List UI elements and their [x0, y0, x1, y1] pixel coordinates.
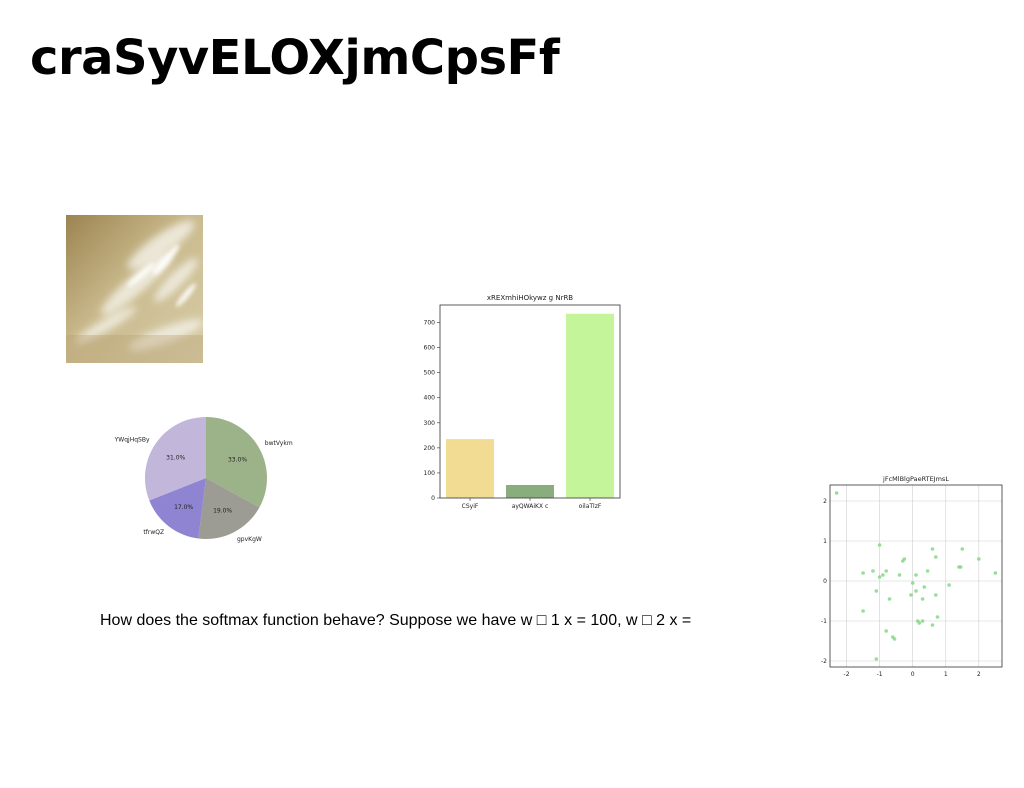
scatter-point: [893, 637, 897, 641]
bar-y-tick-label: 500: [424, 370, 436, 377]
scatter-point: [923, 585, 927, 589]
bar-y-tick-label: 200: [424, 445, 436, 452]
body-text: How does the softmax function behave? Su…: [100, 612, 691, 630]
cloudy-sky-photo: [66, 215, 203, 363]
scatter-point: [934, 555, 938, 559]
bar: [506, 485, 554, 498]
scatter-chart: jFcMlBlgPaeRTEJmsL -2 -1 0 1 2 -2 -1 0 1 2: [812, 472, 1008, 684]
scatter-point: [936, 615, 940, 619]
scatter-point: [977, 557, 981, 561]
scatter-point: [914, 573, 918, 577]
pie-slice-label: gpvKgW: [237, 536, 262, 543]
scatter-point: [918, 621, 922, 625]
bar-chart-title: xREXmhiHOkywz g NrRB: [487, 294, 573, 302]
pie-slice-label: bwtVykm: [265, 440, 293, 447]
bar: [566, 314, 614, 498]
pie-percent-label: 19.0%: [213, 508, 232, 515]
scatter-point: [881, 573, 885, 577]
scatter-y-tick-label: -2: [821, 658, 827, 665]
scatter-x-tick-label: 2: [977, 671, 981, 678]
scatter-point: [911, 581, 915, 585]
scatter-point: [903, 557, 907, 561]
scatter-y-tick-label: 2: [823, 498, 827, 505]
scatter-point: [959, 565, 963, 569]
scatter-point: [861, 609, 865, 613]
scatter-point: [931, 623, 935, 627]
scatter-point: [875, 657, 879, 661]
bar-x-tick-label: ayQWAiKX c: [512, 503, 549, 510]
scatter-point: [878, 575, 882, 579]
scatter-point: [835, 491, 839, 495]
pie-slice-label: YWqjHqSBy: [114, 437, 150, 444]
scatter-point: [994, 571, 998, 575]
scatter-point: [871, 569, 875, 573]
scatter-y-tick-label: -1: [821, 618, 827, 625]
bar-y-tick-label: 300: [424, 420, 436, 427]
pie-slice-label: tfrwQZ: [143, 529, 164, 536]
page-title: craSyvELOXjmCpsFf: [30, 30, 559, 88]
scatter-point: [934, 593, 938, 597]
scatter-point: [909, 593, 913, 597]
scatter-point: [898, 573, 902, 577]
scatter-x-tick-label: 0: [911, 671, 915, 678]
scatter-point: [875, 589, 879, 593]
scatter-point: [878, 543, 882, 547]
scatter-point: [888, 597, 892, 601]
pie-percent-label: 31.0%: [166, 454, 185, 461]
bar-x-tick-label: CSyiF: [462, 503, 479, 510]
bar-x-tick-label: oilaTlzF: [579, 503, 602, 510]
scatter-point: [921, 619, 925, 623]
scatter-point: [931, 547, 935, 551]
pie-percent-label: 17.0%: [174, 504, 193, 511]
bar: [446, 439, 494, 498]
scatter-point: [914, 589, 918, 593]
scatter-x-tick-label: -2: [844, 671, 850, 678]
scatter-point: [961, 547, 965, 551]
scatter-point: [926, 569, 930, 573]
bar-y-tick-label: 0: [431, 495, 435, 502]
scatter-point: [947, 583, 951, 587]
scatter-point: [921, 597, 925, 601]
bar-y-tick-label: 100: [424, 470, 436, 477]
scatter-x-tick-label: 1: [944, 671, 948, 678]
scatter-y-tick-label: 1: [823, 538, 827, 545]
scatter-point: [884, 629, 888, 633]
bar-y-tick-label: 600: [424, 345, 436, 352]
scatter-point: [884, 569, 888, 573]
pie-percent-label: 33.0%: [228, 456, 247, 463]
scatter-point: [861, 571, 865, 575]
scatter-y-tick-label: 0: [823, 578, 827, 585]
scatter-x-tick-label: -1: [877, 671, 883, 678]
bar-y-tick-label: 700: [424, 320, 436, 327]
bar-y-tick-label: 400: [424, 395, 436, 402]
scatter-chart-title: jFcMlBlgPaeRTEJmsL: [882, 475, 949, 483]
bar-chart: xREXmhiHOkywz g NrRB 0 100 200 300 400 500 600 7…: [410, 288, 630, 516]
pie-chart: 33.0% bwtVykm 19.0% gpvKgW 17.0% tfrwQZ 31.0% Y…: [110, 395, 310, 560]
